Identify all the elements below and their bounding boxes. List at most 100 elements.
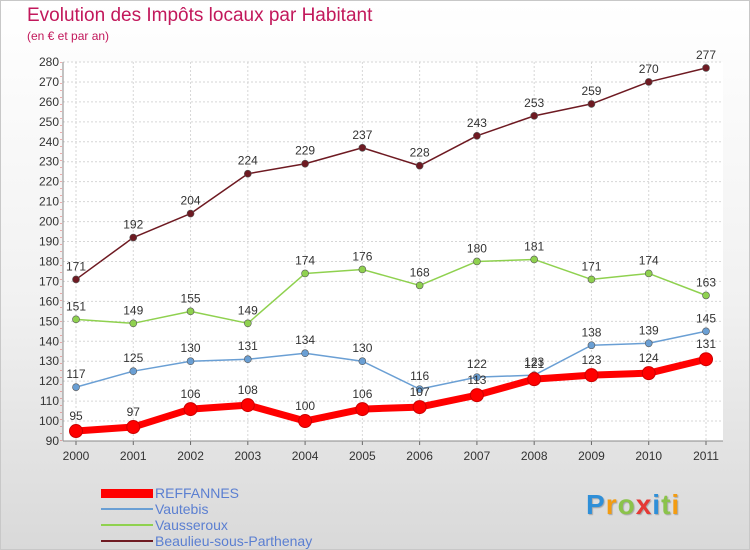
data-point-beaulieu-sous-parthenay bbox=[702, 64, 710, 72]
plot-area bbox=[63, 62, 723, 441]
series-line-vautebis bbox=[75, 330, 707, 390]
data-label-reffannes: 107 bbox=[410, 385, 430, 399]
chart-title: Evolution des Impôts locaux par Habitant bbox=[27, 5, 373, 26]
data-point-vausseroux bbox=[186, 307, 195, 316]
data-point-beaulieu-sous-parthenay bbox=[129, 233, 138, 242]
data-label-reffannes: 97 bbox=[127, 405, 141, 419]
data-label-reffannes: 131 bbox=[696, 337, 716, 351]
proxiti-logo-letter: i bbox=[671, 489, 681, 520]
data-label-beaulieu-sous-parthenay: 204 bbox=[181, 194, 201, 208]
y-tick-label: 260 bbox=[39, 95, 59, 109]
data-point-beaulieu-sous-parthenay bbox=[301, 159, 309, 168]
y-tick-label: 150 bbox=[39, 314, 59, 328]
legend-swatch-beaulieu-sous-parthenay bbox=[101, 540, 153, 542]
data-point-reffannes bbox=[183, 402, 198, 417]
data-label-vautebis: 138 bbox=[581, 325, 601, 339]
data-point-vautebis bbox=[244, 355, 252, 364]
x-tick-label: 2009 bbox=[578, 449, 605, 463]
y-tick-label: 240 bbox=[39, 135, 59, 149]
data-point-reffannes bbox=[298, 414, 313, 429]
data-label-vautebis: 139 bbox=[639, 323, 659, 337]
data-label-vautebis: 122 bbox=[467, 357, 487, 371]
data-label-reffannes: 106 bbox=[181, 387, 201, 401]
data-label-beaulieu-sous-parthenay: 253 bbox=[524, 96, 544, 110]
data-label-beaulieu-sous-parthenay: 237 bbox=[352, 128, 372, 142]
data-label-beaulieu-sous-parthenay: 277 bbox=[696, 48, 716, 62]
data-label-beaulieu-sous-parthenay: 171 bbox=[66, 259, 86, 273]
data-point-vausseroux bbox=[530, 255, 538, 264]
data-point-vautebis bbox=[186, 357, 195, 366]
data-label-vausseroux: 168 bbox=[410, 265, 430, 279]
legend-label-vautebis: Vautebis bbox=[155, 501, 209, 517]
y-tick-label: 270 bbox=[39, 75, 59, 89]
data-point-beaulieu-sous-parthenay bbox=[415, 161, 424, 170]
proxiti-logo-letter: o bbox=[617, 489, 636, 520]
y-tick-label: 220 bbox=[39, 175, 59, 189]
data-label-vausseroux: 163 bbox=[696, 275, 716, 289]
legend-label-beaulieu-sous-parthenay: Beaulieu-sous-Parthenay bbox=[155, 533, 313, 549]
y-tick-label: 200 bbox=[39, 215, 59, 229]
data-point-reffannes bbox=[355, 402, 370, 417]
data-label-beaulieu-sous-parthenay: 228 bbox=[410, 146, 430, 160]
data-label-vausseroux: 171 bbox=[581, 259, 601, 273]
x-tick-label: 2002 bbox=[177, 449, 204, 463]
data-point-beaulieu-sous-parthenay bbox=[358, 143, 367, 152]
x-tick-label: 2007 bbox=[464, 449, 491, 463]
y-tick-label: 110 bbox=[40, 394, 59, 408]
y-tick-label: 250 bbox=[39, 115, 59, 129]
data-point-vautebis bbox=[358, 357, 367, 366]
series-line-vausseroux bbox=[75, 258, 707, 325]
data-point-vautebis bbox=[301, 349, 309, 358]
data-point-beaulieu-sous-parthenay bbox=[72, 275, 80, 284]
data-point-reffannes bbox=[469, 388, 484, 403]
data-point-beaulieu-sous-parthenay bbox=[644, 78, 653, 86]
legend-swatch-vausseroux bbox=[101, 524, 153, 526]
data-point-vautebis bbox=[72, 383, 80, 391]
y-tick-label: 170 bbox=[39, 274, 59, 288]
data-point-vautebis bbox=[129, 367, 138, 375]
data-label-reffannes: 95 bbox=[69, 409, 83, 423]
data-point-beaulieu-sous-parthenay bbox=[473, 132, 481, 140]
data-label-vautebis: 116 bbox=[410, 369, 429, 383]
data-point-reffannes bbox=[699, 352, 713, 367]
data-point-beaulieu-sous-parthenay bbox=[186, 209, 195, 218]
series-line-reffannes bbox=[72, 355, 710, 435]
data-label-reffannes: 123 bbox=[581, 353, 601, 367]
data-point-vautebis bbox=[415, 385, 424, 393]
data-point-vautebis bbox=[587, 341, 596, 350]
legend-swatch-vautebis bbox=[101, 508, 153, 510]
data-label-vautebis: 145 bbox=[696, 311, 716, 325]
data-label-vautebis: 117 bbox=[66, 367, 85, 381]
data-point-reffannes bbox=[240, 398, 255, 413]
data-point-vausseroux bbox=[415, 281, 424, 290]
data-point-reffannes bbox=[126, 420, 141, 435]
data-point-vausseroux bbox=[129, 319, 138, 328]
data-point-vausseroux bbox=[301, 269, 309, 278]
data-label-reffannes: 108 bbox=[238, 383, 258, 397]
data-label-vausseroux: 151 bbox=[66, 299, 86, 313]
data-label-reffannes: 124 bbox=[639, 351, 659, 365]
data-label-vausseroux: 174 bbox=[295, 253, 315, 267]
x-tick-label: 2003 bbox=[234, 449, 261, 463]
y-tick-label: 280 bbox=[39, 55, 59, 69]
proxiti-logo-letter: x bbox=[635, 489, 653, 520]
data-label-vautebis: 131 bbox=[238, 339, 258, 353]
data-label-vausseroux: 149 bbox=[238, 303, 258, 317]
data-label-vausseroux: 155 bbox=[181, 291, 201, 305]
data-label-vausseroux: 181 bbox=[524, 239, 544, 253]
data-point-vausseroux bbox=[473, 257, 481, 266]
y-tick-label: 180 bbox=[39, 254, 59, 268]
data-point-vausseroux bbox=[244, 319, 252, 328]
x-tick-label: 2004 bbox=[292, 449, 319, 463]
data-label-reffannes: 113 bbox=[467, 373, 486, 387]
y-tick-label: 120 bbox=[39, 374, 59, 388]
data-label-vautebis: 134 bbox=[295, 333, 315, 347]
proxiti-logo-letter: P bbox=[586, 489, 606, 520]
series-line-beaulieu-sous-parthenay bbox=[75, 67, 707, 281]
data-point-vautebis bbox=[702, 327, 710, 336]
data-point-reffannes bbox=[584, 368, 599, 383]
data-point-reffannes bbox=[527, 372, 542, 387]
data-point-beaulieu-sous-parthenay bbox=[530, 112, 538, 120]
legend-swatch-reffannes bbox=[101, 489, 153, 498]
